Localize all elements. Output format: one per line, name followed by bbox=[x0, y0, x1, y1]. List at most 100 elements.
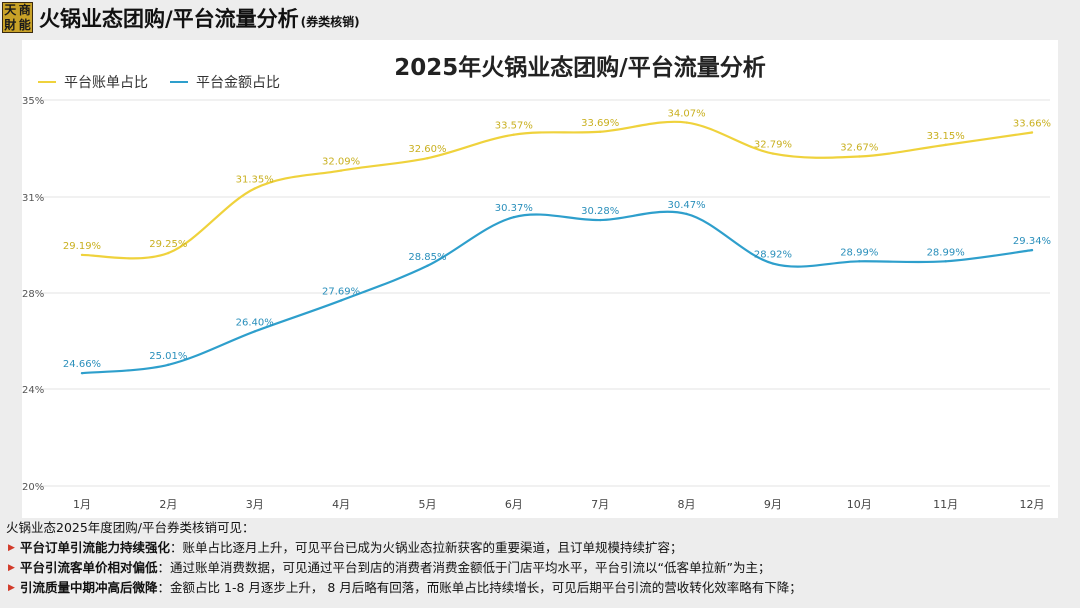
series-line-bill-share bbox=[81, 120, 1033, 260]
page-title-text: 火锅业态团购/平台流量分析 bbox=[39, 7, 299, 31]
y-tick-label: 28% bbox=[22, 289, 44, 300]
data-label: 33.66% bbox=[1013, 118, 1051, 129]
data-label: 32.60% bbox=[408, 144, 446, 155]
data-point bbox=[1030, 131, 1034, 134]
x-tick-label: 11月 bbox=[933, 498, 958, 511]
note-item: ▶ 平台订单引流能力持续强化 ：账单占比逐月上升，可见平台已成为火锅业态拉新获客… bbox=[6, 538, 1076, 558]
series-line-amount-share bbox=[81, 210, 1033, 375]
y-tick-label: 31% bbox=[22, 193, 44, 204]
logo-char: 能 bbox=[18, 17, 31, 32]
data-point bbox=[426, 264, 429, 267]
note-item: ▶ 平台引流客单价相对偏低 ：通过账单消费数据，可见通过平台到店的消费者消费金额… bbox=[6, 558, 1076, 578]
logo-char: 商 bbox=[18, 3, 31, 18]
data-label: 33.15% bbox=[927, 131, 965, 142]
data-label: 28.99% bbox=[927, 247, 965, 258]
note-item: ▶ 引流质量中期冲高后微降 ：金额占比 1-8 月逐步上升， 8 月后略有回落，… bbox=[6, 578, 1076, 598]
y-tick-label: 20% bbox=[22, 482, 44, 493]
legend-item-amount-share: 平台金额占比 bbox=[170, 72, 280, 92]
data-point bbox=[426, 157, 429, 160]
data-point bbox=[512, 215, 516, 219]
data-label: 29.19% bbox=[63, 241, 101, 252]
x-tick-label: 6月 bbox=[505, 498, 523, 511]
notes-intro: 火锅业态2025年度团购/平台券类核销可见： bbox=[6, 520, 255, 535]
brand-logo: 天 商 財 能 bbox=[2, 2, 33, 33]
page-title: 火锅业态团购/平台流量分析 (券类核销) bbox=[39, 3, 360, 33]
data-point bbox=[1030, 248, 1034, 252]
legend-label: 平台金额占比 bbox=[196, 75, 280, 91]
data-label: 30.37% bbox=[495, 203, 533, 214]
note-text: ：通过账单消费数据，可见通过平台到店的消费者消费金额低于门店平均水平，平台引流以… bbox=[157, 560, 771, 575]
legend-label: 平台账单占比 bbox=[64, 75, 148, 91]
data-point bbox=[80, 371, 84, 375]
x-tick-label: 9月 bbox=[764, 498, 782, 511]
data-point bbox=[771, 262, 775, 265]
data-label: 32.09% bbox=[322, 157, 360, 168]
x-tick-label: 12月 bbox=[1020, 498, 1045, 511]
data-point bbox=[685, 212, 688, 216]
note-text: ：账单占比逐月上升，可见平台已成为火锅业态拉新获客的重要渠道，且订单规模持续扩容… bbox=[170, 540, 683, 555]
x-tick-label: 10月 bbox=[847, 498, 872, 511]
data-label: 29.34% bbox=[1013, 236, 1051, 247]
data-point bbox=[253, 187, 256, 190]
data-point bbox=[253, 330, 256, 333]
note-text: ：金额占比 1-8 月逐步上升， 8 月后略有回落，而账单占比持续增长，可见后期… bbox=[157, 580, 802, 595]
page-subtitle: (券类核销) bbox=[300, 15, 360, 29]
data-label: 31.35% bbox=[236, 175, 274, 186]
data-point bbox=[858, 260, 861, 263]
logo-char: 財 bbox=[4, 17, 17, 32]
chart-panel bbox=[22, 40, 1058, 518]
data-point bbox=[771, 152, 775, 155]
triangle-bullet-icon: ▶ bbox=[8, 563, 15, 573]
data-label: 24.66% bbox=[63, 359, 101, 370]
x-tick-label: 5月 bbox=[418, 498, 436, 511]
data-label: 28.99% bbox=[840, 247, 878, 258]
data-label: 26.40% bbox=[236, 317, 274, 328]
y-tick-label: 24% bbox=[22, 385, 44, 396]
data-point bbox=[512, 133, 516, 136]
legend-item-bill-share: 平台账单占比 bbox=[38, 72, 148, 92]
note-lead: 平台订单引流能力持续强化 bbox=[20, 540, 171, 555]
data-label: 33.57% bbox=[495, 121, 533, 132]
data-label: 29.25% bbox=[149, 239, 187, 250]
x-tick-label: 7月 bbox=[591, 498, 609, 511]
data-point bbox=[339, 169, 343, 172]
data-label: 25.01% bbox=[149, 351, 187, 362]
data-label: 32.67% bbox=[840, 143, 878, 154]
data-point bbox=[598, 218, 602, 222]
logo-char: 天 bbox=[4, 3, 17, 18]
data-point bbox=[598, 130, 602, 133]
data-label: 28.85% bbox=[408, 252, 446, 263]
data-point bbox=[685, 121, 688, 124]
data-point bbox=[944, 260, 947, 263]
data-label: 33.69% bbox=[581, 118, 619, 129]
data-point bbox=[858, 155, 861, 158]
data-label: 28.92% bbox=[754, 250, 792, 261]
data-label: 30.28% bbox=[581, 206, 619, 217]
data-point bbox=[167, 251, 170, 255]
legend-swatch-yellow bbox=[38, 81, 56, 83]
note-lead: 引流质量中期冲高后微降 bbox=[20, 580, 158, 595]
data-point bbox=[339, 299, 343, 302]
legend-swatch-blue bbox=[170, 81, 188, 83]
data-point bbox=[167, 363, 170, 366]
y-tick-label: 35% bbox=[22, 96, 44, 107]
triangle-bullet-icon: ▶ bbox=[8, 583, 15, 593]
note-lead: 平台引流客单价相对偏低 bbox=[20, 560, 158, 575]
data-label: 27.69% bbox=[322, 286, 360, 297]
data-point bbox=[944, 143, 947, 147]
x-tick-label: 2月 bbox=[159, 498, 177, 511]
triangle-bullet-icon: ▶ bbox=[8, 543, 15, 553]
analysis-notes: 火锅业态2025年度团购/平台券类核销可见： ▶ 平台订单引流能力持续强化 ：账… bbox=[6, 518, 1076, 598]
chart-legend: 平台账单占比 平台金额占比 bbox=[38, 72, 302, 92]
data-label: 34.07% bbox=[667, 109, 705, 120]
x-tick-label: 1月 bbox=[73, 498, 91, 511]
x-tick-label: 8月 bbox=[678, 498, 696, 511]
data-label: 32.79% bbox=[754, 140, 792, 151]
x-tick-label: 3月 bbox=[246, 498, 264, 511]
chart-title: 2025年火锅业态团购/平台流量分析 bbox=[394, 55, 766, 81]
x-tick-label: 4月 bbox=[332, 498, 350, 511]
data-point bbox=[80, 253, 84, 257]
data-label: 30.47% bbox=[667, 200, 705, 211]
